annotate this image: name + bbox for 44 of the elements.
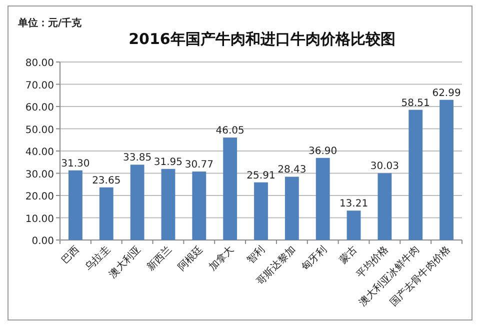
x-tick-label: 阿根廷 (176, 244, 206, 274)
y-axis-title: 单位：元/千克 (17, 17, 83, 29)
bar (316, 158, 330, 240)
data-label: 30.03 (370, 161, 400, 172)
bar (223, 138, 238, 240)
bar (440, 100, 454, 240)
bar (346, 210, 361, 240)
data-label: 33.85 (122, 152, 152, 164)
bar (378, 173, 392, 240)
y-tick-label: 70.00 (25, 80, 54, 92)
bar (161, 168, 176, 240)
bar (99, 187, 114, 240)
x-tick-label: 智利 (244, 244, 268, 266)
y-tick-label: 80.00 (25, 58, 54, 69)
bar (130, 164, 144, 240)
x-tick-label: 新西兰 (144, 244, 174, 274)
y-tick-label: 20.00 (25, 192, 54, 202)
chart-title: 2016年国产牛肉和进口牛肉价格比较图 (128, 30, 396, 48)
x-tick-label: 匈牙利 (299, 244, 329, 274)
y-tick-label: 40.00 (25, 147, 54, 158)
data-label: 46.05 (216, 126, 244, 137)
bar (408, 110, 423, 240)
bar (68, 170, 82, 240)
data-label: 13.21 (339, 198, 368, 210)
data-label: 58.51 (401, 98, 430, 109)
data-label: 36.90 (308, 146, 338, 157)
data-label: 31.95 (154, 156, 183, 168)
y-tick-label: 10.00 (25, 214, 54, 225)
bar (192, 172, 206, 240)
data-label: 30.77 (184, 160, 214, 171)
y-tick-label: 30.00 (25, 169, 54, 180)
data-label: 23.65 (92, 175, 121, 186)
bar (284, 176, 299, 240)
x-tick-label: 巴西 (60, 244, 82, 266)
x-tick-label: 蒙古 (337, 244, 360, 266)
bar (254, 182, 268, 240)
y-tick-label: 60.00 (25, 102, 54, 114)
x-tick-label: 加拿大 (206, 244, 236, 274)
data-label: 62.99 (432, 88, 461, 99)
y-tick-label: 50.00 (25, 124, 54, 136)
data-label: 28.43 (278, 164, 306, 176)
y-tick-label: 0.00 (32, 236, 54, 247)
data-label: 31.30 (61, 158, 90, 170)
data-label: 25.91 (246, 170, 276, 182)
